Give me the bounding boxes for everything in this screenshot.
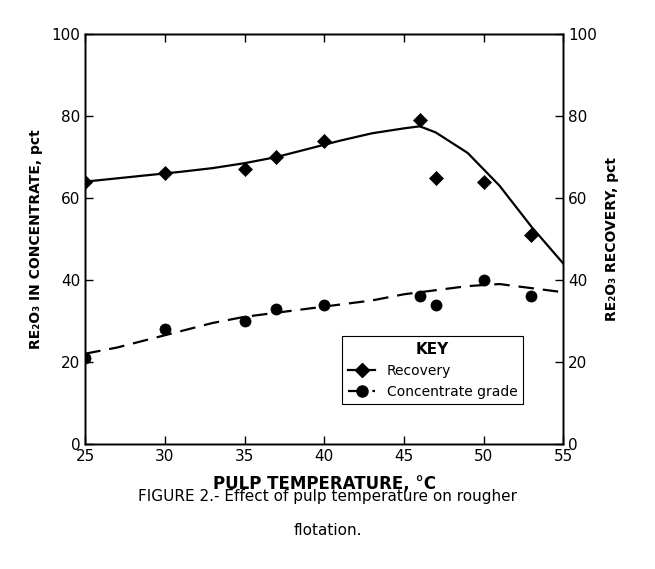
- Y-axis label: RE₂O₃ RECOVERY, pct: RE₂O₃ RECOVERY, pct: [605, 157, 620, 321]
- Text: flotation.: flotation.: [293, 523, 362, 538]
- X-axis label: PULP TEMPERATURE, °C: PULP TEMPERATURE, °C: [213, 475, 436, 493]
- Y-axis label: RE₂O₃ IN CONCENTRATE, pct: RE₂O₃ IN CONCENTRATE, pct: [29, 129, 43, 349]
- Text: FIGURE 2.- Effect of pulp temperature on rougher: FIGURE 2.- Effect of pulp temperature on…: [138, 489, 517, 504]
- Legend: Recovery, Concentrate grade: Recovery, Concentrate grade: [342, 336, 523, 404]
